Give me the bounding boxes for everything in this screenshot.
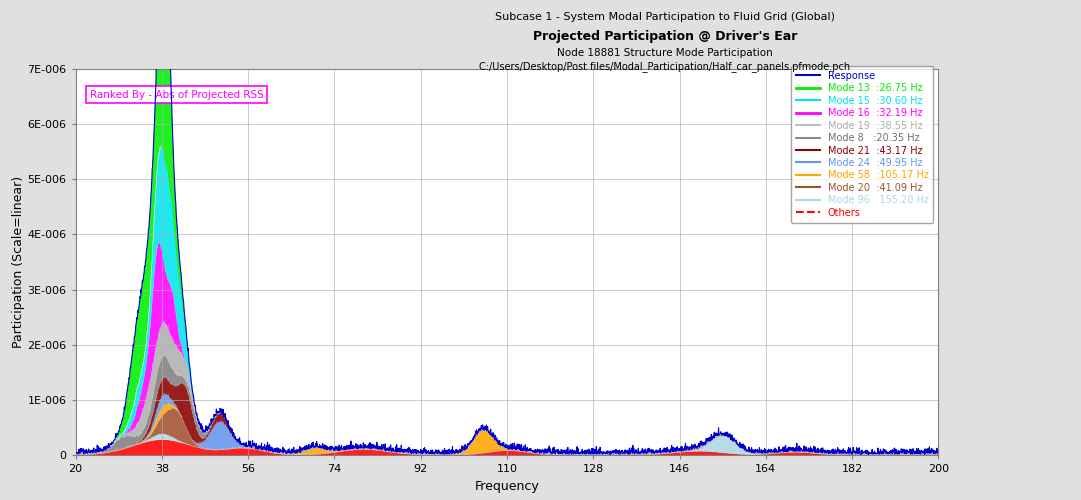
Text: Subcase 1 - System Modal Participation to Fluid Grid (Global): Subcase 1 - System Modal Participation t… (495, 12, 835, 22)
Text: C:/Users/Desktop/Post files/Modal_Participation/Half_car_panels.pfmode.pch: C:/Users/Desktop/Post files/Modal_Partic… (479, 61, 851, 72)
Y-axis label: Participation (Scale=linear): Participation (Scale=linear) (12, 176, 25, 348)
X-axis label: Frequency: Frequency (475, 480, 539, 492)
Legend: Response, Mode 13  :26.75 Hz, Mode 15  :30.60 Hz, Mode 16  :32.19 Hz, Mode 19  :: Response, Mode 13 :26.75 Hz, Mode 15 :30… (791, 66, 934, 222)
Text: Projected Participation @ Driver's Ear: Projected Participation @ Driver's Ear (533, 30, 797, 43)
Text: Ranked By - Abs of Projected RSS: Ranked By - Abs of Projected RSS (90, 90, 264, 100)
Text: Node 18881 Structure Mode Participation: Node 18881 Structure Mode Participation (557, 48, 773, 58)
